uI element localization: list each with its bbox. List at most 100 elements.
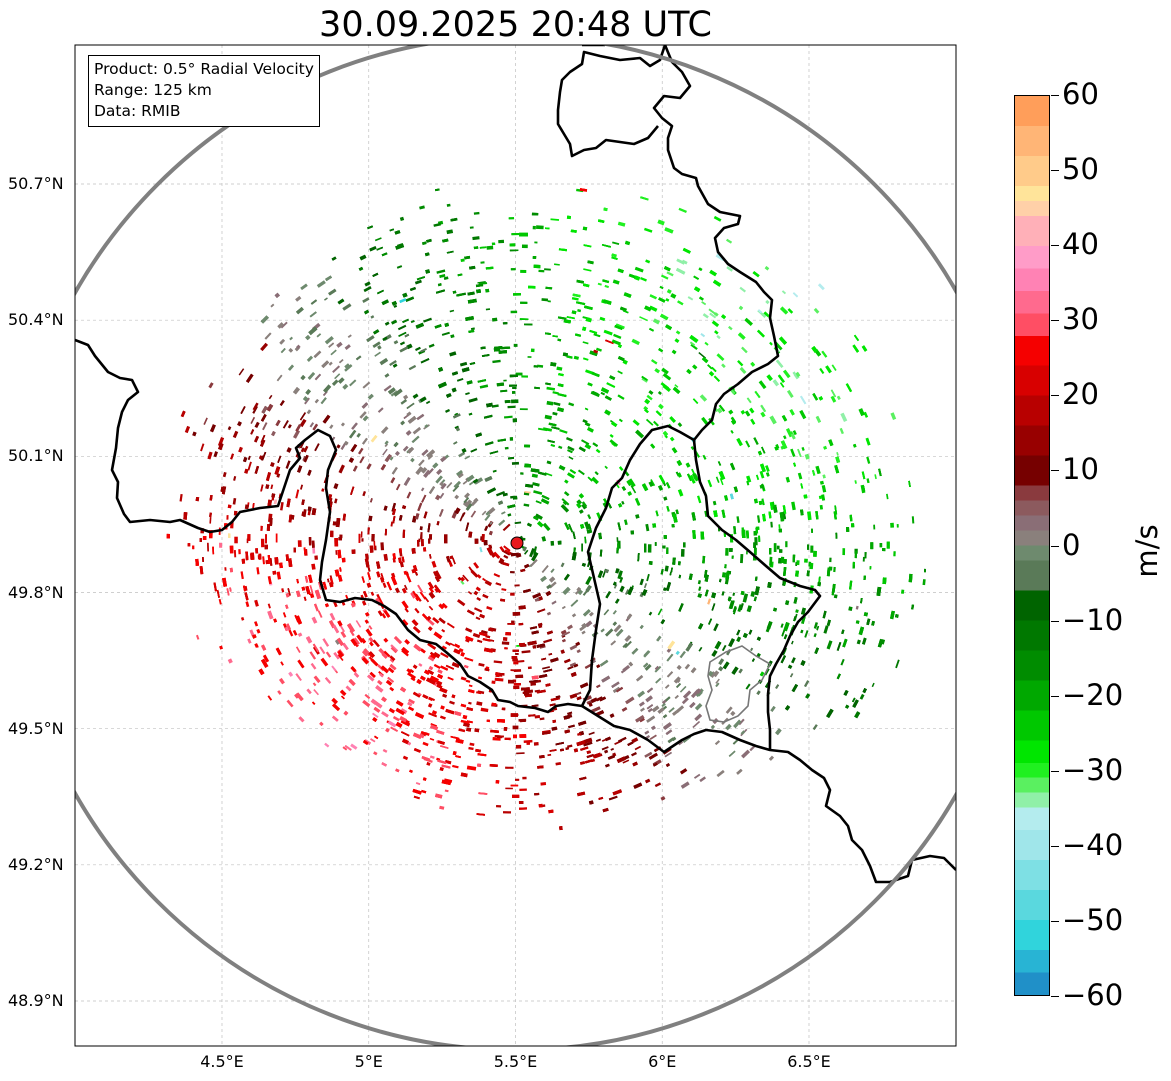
echo-pixel (862, 637, 867, 645)
echo-pixel (478, 631, 488, 637)
echo-pixel (439, 805, 445, 810)
echo-pixel (699, 394, 708, 402)
echo-pixel (427, 655, 435, 662)
echo-pixel (458, 451, 466, 458)
echo-pixel (481, 630, 488, 634)
echo-pixel (707, 670, 714, 677)
echo-pixel (233, 476, 237, 481)
echo-pixel (546, 400, 554, 406)
echo-pixel (472, 236, 480, 241)
echo-pixel (277, 690, 282, 695)
echo-pixel (567, 445, 575, 452)
echo-pixel (779, 306, 789, 315)
echo-pixel (382, 448, 388, 456)
echo-pixel (750, 647, 754, 652)
echo-pixel (514, 584, 520, 587)
echo-pixel (202, 557, 204, 562)
echo-pixel (312, 547, 316, 554)
echo-pixel (582, 226, 588, 231)
echo-pixel (687, 296, 694, 301)
echo-pixel (698, 586, 702, 591)
echo-pixel (699, 296, 704, 301)
echo-pixel (183, 512, 188, 520)
echo-pixel (529, 547, 535, 558)
echo-pixel (886, 541, 890, 549)
echo-pixel (890, 412, 897, 420)
echo-pixel (729, 548, 733, 552)
echo-pixel (679, 650, 686, 659)
echo-pixel (571, 613, 577, 618)
echo-pixel (873, 524, 876, 530)
echo-pixel (765, 465, 770, 472)
echo-pixel (306, 355, 314, 362)
echo-pixel (515, 744, 522, 749)
echo-pixel (412, 691, 421, 698)
echo-pixel (643, 650, 651, 658)
echo-pixel (560, 649, 566, 655)
echo-pixel (415, 346, 421, 351)
echo-pixel (740, 553, 744, 564)
echo-pixel (425, 400, 431, 405)
echo-pixel (355, 620, 362, 628)
echo-pixel (504, 446, 509, 450)
echo-pixel (368, 636, 374, 643)
echo-pixel (424, 424, 429, 429)
echo-pixel (662, 373, 672, 381)
echo-pixel (282, 612, 287, 618)
echo-pixel (781, 290, 787, 295)
echo-pixel (501, 707, 506, 711)
echo-pixel (512, 418, 518, 423)
echo-pixel (660, 568, 664, 575)
echo-pixel (511, 399, 519, 404)
echo-pixel (407, 706, 415, 712)
echo-pixel (608, 795, 618, 801)
echo-pixel (244, 468, 249, 474)
echo-pixel (247, 455, 251, 461)
echo-pixel (539, 717, 545, 721)
echo-pixel (631, 737, 639, 744)
echo-pixel (617, 221, 626, 227)
echo-pixel (264, 332, 272, 340)
echo-pixel (393, 340, 399, 345)
echo-pixel (512, 391, 516, 394)
echo-pixel (531, 473, 538, 478)
echo-pixel (718, 658, 725, 666)
echo-pixel (812, 724, 818, 731)
echo-pixel (304, 397, 310, 405)
echo-pixel (539, 755, 545, 759)
echo-pixel (846, 526, 850, 532)
echo-pixel (485, 308, 491, 311)
echo-pixel (455, 755, 461, 759)
echo-pixel (309, 422, 315, 428)
echo-pixel (604, 749, 609, 754)
echo-pixel (466, 765, 477, 771)
echo-pixel (879, 543, 883, 548)
echo-pixel (340, 422, 345, 427)
echo-pixel (431, 560, 437, 568)
echo-pixel (311, 616, 318, 624)
echo-pixel (634, 497, 641, 506)
echo-pixel (697, 495, 702, 504)
echo-pixel (534, 792, 540, 796)
echo-pixel (836, 452, 839, 456)
echo-pixel (512, 725, 519, 730)
echo-pixel (662, 545, 666, 549)
echo-pixel (612, 279, 620, 285)
echo-pixel (199, 538, 202, 542)
echo-pixel (440, 456, 447, 463)
echo-pixel (660, 274, 669, 280)
echo-pixel (410, 319, 415, 324)
echo-pixel (769, 341, 773, 346)
echo-pixel (657, 608, 663, 616)
echo-pixel (521, 650, 531, 654)
echo-pixel (708, 308, 716, 315)
echo-pixel (381, 696, 387, 703)
echo-pixel (395, 700, 404, 707)
echo-pixel (249, 629, 255, 637)
echo-pixel (823, 445, 828, 450)
echo-pixel (265, 534, 267, 544)
echo-pixel (384, 321, 390, 326)
echo-pixel (372, 341, 381, 348)
echo-pixel (757, 515, 761, 523)
